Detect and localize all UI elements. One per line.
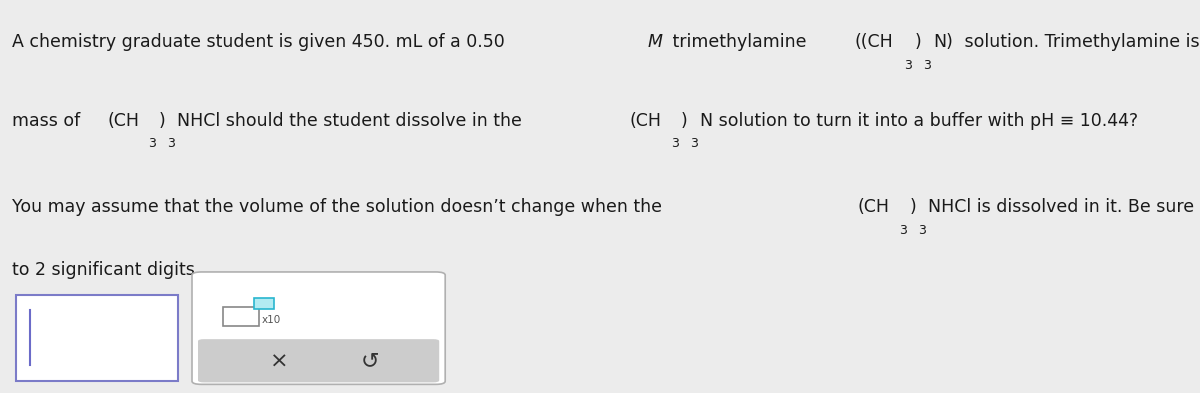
Text: (CH: (CH [107, 112, 139, 130]
Text: NHCl should the student dissolve in the: NHCl should the student dissolve in the [178, 112, 528, 130]
FancyBboxPatch shape [223, 307, 259, 326]
Text: N solution to turn it into a buffer with pH ≡ 10.44?: N solution to turn it into a buffer with… [700, 112, 1138, 130]
Text: to 2 significant digits.: to 2 significant digits. [12, 261, 200, 279]
Text: You may assume that the volume of the solution doesn’t change when the: You may assume that the volume of the so… [12, 198, 667, 216]
Text: 3: 3 [918, 224, 926, 237]
Text: NHCl is dissolved in it. Be sure your answer has a unit symbol, and round it: NHCl is dissolved in it. Be sure your an… [928, 198, 1200, 216]
Text: solution. Trimethylamine is a weak base with K: solution. Trimethylamine is a weak base … [959, 33, 1200, 51]
FancyBboxPatch shape [254, 298, 274, 309]
Text: ((CH: ((CH [854, 33, 893, 51]
FancyBboxPatch shape [16, 295, 178, 381]
Text: (CH: (CH [630, 112, 661, 130]
Text: x10: x10 [262, 315, 281, 325]
Text: M: M [648, 33, 662, 51]
Text: 3: 3 [923, 59, 931, 72]
FancyBboxPatch shape [198, 339, 439, 382]
Text: ×: × [270, 352, 288, 371]
Text: 3: 3 [899, 224, 907, 237]
Text: ): ) [914, 33, 922, 51]
FancyBboxPatch shape [192, 272, 445, 384]
Text: ): ) [682, 112, 688, 130]
Text: 3: 3 [167, 138, 175, 151]
Text: 3: 3 [690, 138, 697, 151]
Text: trimethylamine: trimethylamine [667, 33, 812, 51]
Text: mass of: mass of [12, 112, 85, 130]
Text: A chemistry graduate student is given 450. mL of a 0.50: A chemistry graduate student is given 45… [12, 33, 505, 51]
Text: ): ) [910, 198, 916, 216]
Text: 3: 3 [671, 138, 679, 151]
Text: 3: 3 [149, 138, 156, 151]
Text: ↺: ↺ [361, 352, 379, 371]
Text: (CH: (CH [858, 198, 890, 216]
Text: ): ) [158, 112, 166, 130]
Text: N): N) [934, 33, 953, 51]
Text: 3: 3 [905, 59, 912, 72]
